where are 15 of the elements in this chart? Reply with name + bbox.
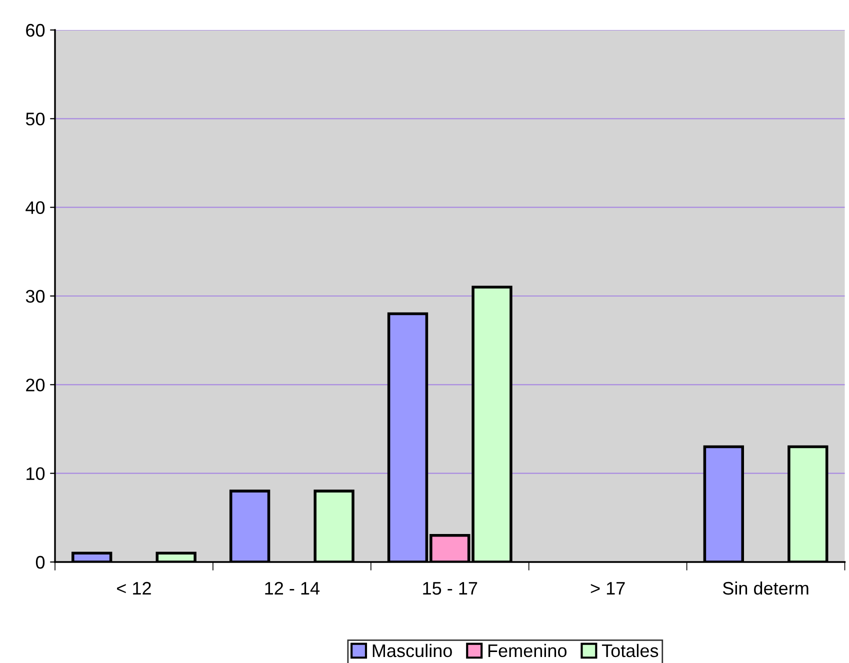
legend-label: Femenino bbox=[488, 644, 567, 658]
x-tick-label: < 12 bbox=[117, 582, 151, 595]
legend-label: Totales bbox=[602, 644, 658, 658]
x-tick-label: 12 - 14 bbox=[265, 582, 320, 595]
y-tick-label: 20 bbox=[26, 378, 45, 392]
y-tick-label: 40 bbox=[26, 201, 45, 214]
legend-label: Masculino bbox=[372, 644, 452, 658]
x-tick-label: Sin determ bbox=[722, 581, 808, 595]
x-tick-label: 15 - 17 bbox=[423, 582, 478, 595]
y-tick-label: 30 bbox=[26, 290, 45, 303]
y-tick-label: 60 bbox=[26, 24, 45, 37]
y-tick-label: 50 bbox=[26, 112, 45, 126]
y-tick-label: 10 bbox=[26, 467, 45, 480]
y-tick-label: 0 bbox=[36, 556, 45, 569]
x-tick-label: > 17 bbox=[590, 582, 625, 595]
